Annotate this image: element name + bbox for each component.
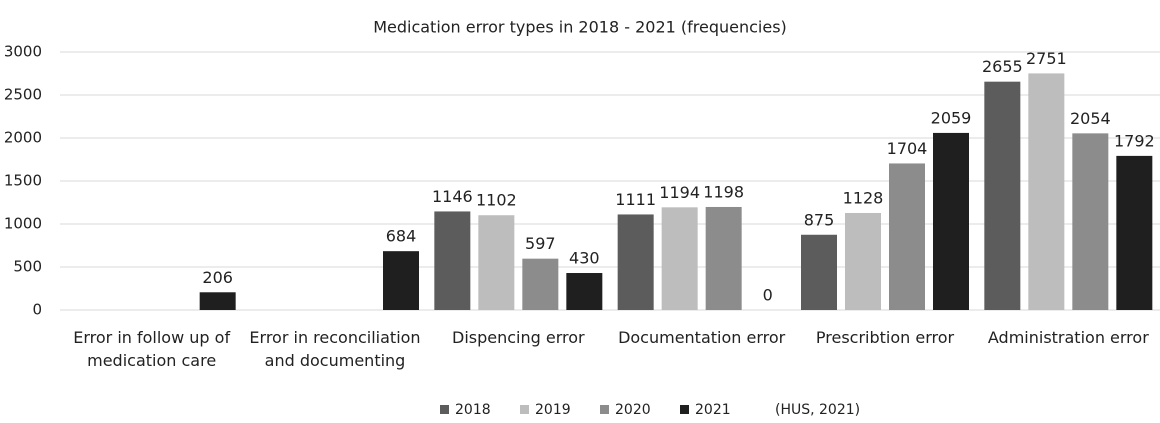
data-label: 0 bbox=[763, 286, 773, 305]
bar bbox=[522, 258, 559, 310]
data-label: 1704 bbox=[887, 139, 928, 158]
x-tick-label: Error in follow up of medication care bbox=[73, 328, 231, 370]
data-label: 2655 bbox=[982, 57, 1023, 76]
data-label: 1102 bbox=[476, 191, 517, 210]
data-label: 875 bbox=[804, 210, 835, 229]
data-label: 2059 bbox=[931, 108, 972, 127]
bar bbox=[1028, 73, 1065, 310]
data-label: 1198 bbox=[703, 182, 744, 201]
bar bbox=[383, 251, 419, 310]
bar bbox=[889, 163, 925, 310]
legend-swatch bbox=[520, 405, 529, 414]
legend-swatch bbox=[440, 405, 449, 414]
chart-title: Medication error types in 2018 - 2021 (f… bbox=[373, 18, 787, 37]
x-tick-label: Administration error bbox=[987, 328, 1149, 347]
bar bbox=[845, 212, 881, 310]
bar bbox=[1072, 133, 1109, 310]
data-label: 430 bbox=[569, 249, 600, 268]
y-tick-label: 2000 bbox=[4, 129, 42, 147]
data-label: 206 bbox=[202, 268, 233, 287]
y-tick-label: 1000 bbox=[4, 215, 42, 233]
y-tick-label: 500 bbox=[13, 258, 42, 276]
x-tick-label: Prescribtion error bbox=[815, 328, 955, 347]
bar bbox=[661, 207, 698, 310]
bar bbox=[1116, 155, 1153, 310]
bar bbox=[478, 215, 515, 310]
data-label: 2054 bbox=[1070, 109, 1111, 128]
bar bbox=[434, 211, 471, 310]
data-label: 1194 bbox=[659, 183, 700, 202]
y-tick-label: 1500 bbox=[4, 172, 42, 190]
data-label: 2751 bbox=[1026, 49, 1067, 68]
data-label: 684 bbox=[386, 227, 417, 246]
y-tick-label: 2500 bbox=[4, 86, 42, 104]
data-label: 597 bbox=[525, 234, 556, 253]
data-label: 1128 bbox=[843, 188, 884, 207]
bar bbox=[933, 132, 969, 310]
data-label: 1792 bbox=[1114, 131, 1155, 150]
x-tick-label: Error in reconciliation and documenting bbox=[249, 328, 421, 370]
data-label: 1146 bbox=[432, 187, 473, 206]
data-label: 1111 bbox=[615, 190, 656, 209]
bar bbox=[566, 273, 603, 310]
bar bbox=[617, 214, 654, 310]
x-tick-label: Dispencing error bbox=[452, 328, 585, 347]
legend-label: 2021 bbox=[695, 402, 731, 418]
legend-label: 2018 bbox=[455, 402, 491, 418]
x-tick-label: Documentation error bbox=[618, 328, 786, 347]
bar bbox=[801, 234, 837, 310]
y-tick-label: 3000 bbox=[4, 43, 42, 61]
bar bbox=[199, 292, 236, 310]
legend-label: 2020 bbox=[615, 402, 651, 418]
legend-label: 2019 bbox=[535, 402, 571, 418]
legend-swatch bbox=[680, 405, 689, 414]
bar bbox=[705, 206, 742, 310]
bar bbox=[984, 81, 1021, 310]
y-tick-label: 0 bbox=[32, 301, 42, 319]
legend-swatch bbox=[600, 405, 609, 414]
source-note: (HUS, 2021) bbox=[775, 402, 860, 418]
